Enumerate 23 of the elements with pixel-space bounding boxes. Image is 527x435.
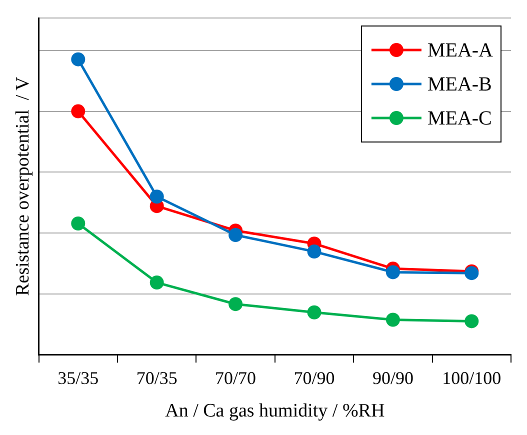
x-tick-label: 90/90 [372, 368, 414, 388]
point [307, 305, 322, 320]
point [386, 312, 400, 327]
legend-label: MEA-C [427, 107, 492, 130]
y-axis-title: Resistance overpotential / V [12, 76, 34, 296]
point [71, 216, 86, 231]
point [228, 297, 243, 312]
point [150, 190, 164, 204]
point [71, 104, 86, 118]
x-tick-label: 35/35 [58, 368, 99, 388]
x-tick-label: 70/70 [215, 368, 256, 388]
point [307, 244, 322, 259]
legend-label: MEA-B [427, 73, 492, 96]
x-axis-title: An / Ca gas humidity / %RH [165, 400, 385, 422]
point [464, 314, 479, 328]
point [71, 52, 86, 66]
point [150, 276, 164, 290]
x-tick-label: 100/100 [442, 368, 502, 388]
legend-label: MEA-A [427, 39, 494, 62]
point [386, 265, 400, 280]
point [228, 228, 243, 242]
x-tick-label: 70/35 [136, 368, 178, 388]
x-tick-label: 70/90 [294, 368, 335, 388]
